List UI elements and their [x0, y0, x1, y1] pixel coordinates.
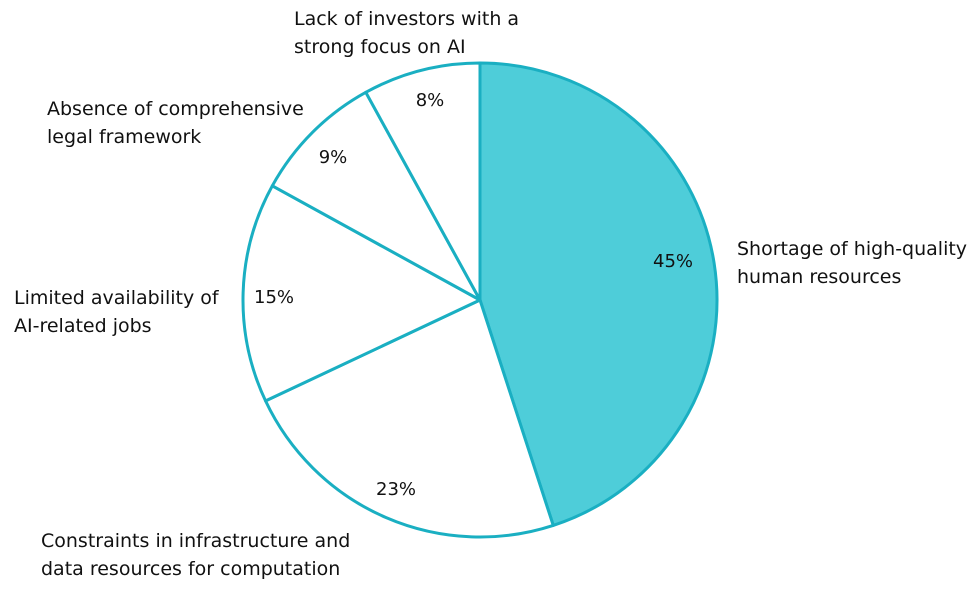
percent-label-9: 9% — [318, 147, 348, 168]
label-line: Limited availability of — [14, 287, 219, 309]
label-line: Constraints in infrastructure and — [41, 530, 351, 552]
category-label-lack-of-investors: Lack of investors with a strong focus on… — [294, 5, 519, 61]
label-line: legal framework — [47, 126, 202, 148]
label-line: Absence of comprehensive — [47, 98, 304, 120]
category-label-limited-ai-jobs: Limited availability of AI-related jobs — [14, 284, 219, 340]
percent-label-45: 45% — [652, 251, 694, 272]
category-label-legal-framework: Absence of comprehensive legal framework — [47, 95, 304, 151]
pie-slice — [364, 61, 482, 302]
category-label-shortage-human-resources: Shortage of high-quality human resources — [737, 235, 967, 291]
label-line: Shortage of high-quality — [737, 238, 968, 260]
label-line: AI-related jobs — [14, 315, 152, 337]
label-line: Lack of investors with a — [294, 8, 520, 30]
pie-slice — [241, 184, 482, 403]
percent-label-15: 15% — [253, 287, 295, 308]
percent-label-23: 23% — [375, 479, 417, 500]
category-label-infrastructure-constraints: Constraints in infrastructure and data r… — [41, 527, 350, 583]
pie-slice — [270, 90, 482, 302]
label-line: human resources — [737, 266, 902, 288]
pie-slice — [478, 61, 719, 527]
label-line: data resources for computation — [41, 558, 341, 580]
pie-slice — [264, 298, 555, 539]
label-line: strong focus on AI — [294, 36, 466, 58]
percent-label-8: 8% — [415, 90, 445, 111]
